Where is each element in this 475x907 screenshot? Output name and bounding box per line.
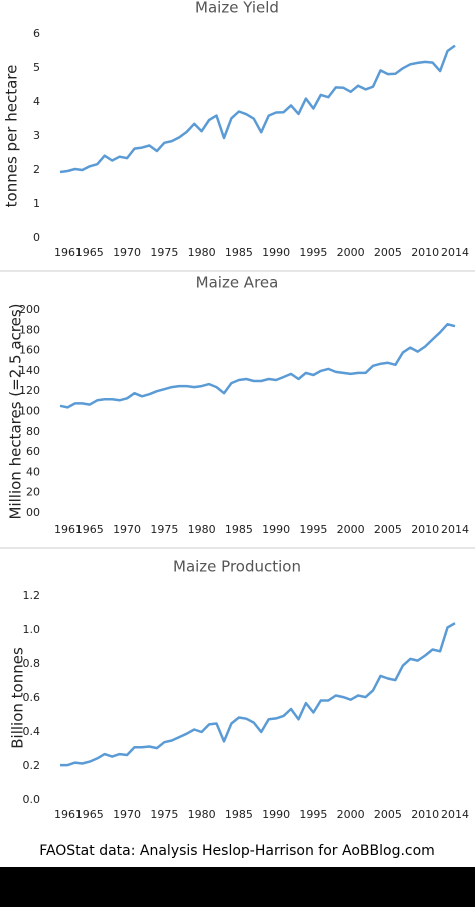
y-tick-label: 1.0 [23,623,41,636]
y-tick-label: 1.2 [23,589,41,602]
y-tick-label: 180 [19,323,40,336]
x-tick-label: 2010 [411,246,439,259]
y-tick-label: 2 [33,163,40,176]
x-tick-label: 1975 [150,523,178,536]
y-tick-label: 0 [33,231,40,244]
x-tick-label: 2010 [411,523,439,536]
data-line [59,44,456,174]
y-tick-label: 0.6 [23,691,41,704]
y-tick-label: 140 [19,364,40,377]
y-tick-label: 100 [19,405,40,418]
data-line [59,322,456,409]
x-tick-label: 1961 [54,808,82,821]
x-tick-label: 2010 [411,808,439,821]
x-tick-label: 1970 [113,808,141,821]
y-tick-label: 00 [26,506,40,519]
x-tick-label: 2014 [441,808,469,821]
x-tick-label: 1995 [299,523,327,536]
y-tick-label: 40 [26,465,40,478]
black-bar [0,867,475,907]
x-tick-label: 2014 [441,246,469,259]
y-tick-label: 160 [19,344,40,357]
y-tick-label: 1 [33,197,40,210]
y-tick-label: 120 [19,384,40,397]
x-tick-label: 1965 [76,808,104,821]
x-tick-label: 2000 [337,246,365,259]
y-tick-label: 0.0 [23,793,41,806]
x-tick-label: 1970 [113,523,141,536]
x-tick-label: 1990 [262,523,290,536]
y-tick-label: 200 [19,303,40,316]
chart-title: Maize Production [173,558,301,576]
x-tick-label: 1985 [225,523,253,536]
y-tick-label: 60 [26,445,40,458]
y-tick-label: 0.4 [23,725,41,738]
chart-title: Maize Area [196,274,279,292]
x-tick-label: 1965 [76,246,104,259]
x-tick-label: 1995 [299,808,327,821]
x-tick-label: 2005 [374,808,402,821]
x-tick-label: 1995 [299,246,327,259]
x-tick-label: 1975 [150,246,178,259]
y-tick-label: 0.2 [23,759,41,772]
data-line [60,622,456,767]
x-tick-label: 1985 [225,246,253,259]
x-tick-label: 1961 [54,246,82,259]
x-tick-label: 2000 [337,523,365,536]
x-tick-label: 1980 [188,808,216,821]
y-axis-label: Million hectares (=2.5 acres) [7,304,25,520]
x-tick-label: 1961 [54,523,82,536]
y-tick-label: 80 [26,425,40,438]
y-tick-label: 20 [26,486,40,499]
y-axis-label: tonnes per hectare [3,65,21,208]
x-tick-label: 2005 [374,523,402,536]
x-tick-label: 1985 [225,808,253,821]
x-tick-label: 1975 [150,808,178,821]
x-tick-label: 1990 [262,246,290,259]
y-tick-label: 5 [33,61,40,74]
x-tick-label: 2014 [441,523,469,536]
y-tick-label: 3 [33,129,40,142]
footer: FAOStat data: Analysis Heslop-Harrison f… [39,843,435,859]
x-tick-label: 1980 [188,523,216,536]
x-tick-label: 2005 [374,246,402,259]
y-tick-label: 4 [33,95,40,108]
chart-title: Maize Yield [195,0,279,17]
x-tick-label: 1965 [76,523,104,536]
y-tick-label: 6 [33,27,40,40]
y-tick-label: 0.8 [23,657,41,670]
x-tick-label: 2000 [337,808,365,821]
y-axis-label: Billion tonnes [9,647,27,749]
x-tick-label: 1970 [113,246,141,259]
x-tick-label: 1980 [188,246,216,259]
x-tick-label: 1990 [262,808,290,821]
